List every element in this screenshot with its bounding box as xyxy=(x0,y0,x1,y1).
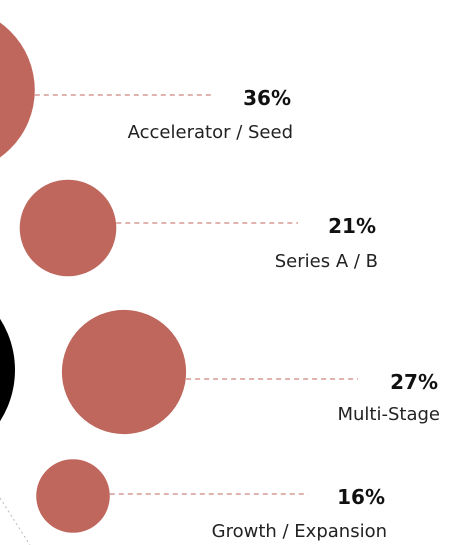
bubble xyxy=(36,459,110,533)
category-label: Multi-Stage xyxy=(337,404,440,425)
value-label: 21% xyxy=(328,214,376,238)
bubble xyxy=(0,22,35,158)
decorative-line xyxy=(0,497,31,545)
value-label: 16% xyxy=(337,485,385,509)
category-label: Accelerator / Seed xyxy=(128,122,293,143)
decorative-circle xyxy=(0,318,15,422)
bubble xyxy=(61,309,187,435)
value-label: 36% xyxy=(243,86,291,110)
category-label: Growth / Expansion xyxy=(212,521,387,542)
category-label: Series A / B xyxy=(275,251,378,272)
bubble xyxy=(19,179,117,277)
value-label: 27% xyxy=(390,370,438,394)
